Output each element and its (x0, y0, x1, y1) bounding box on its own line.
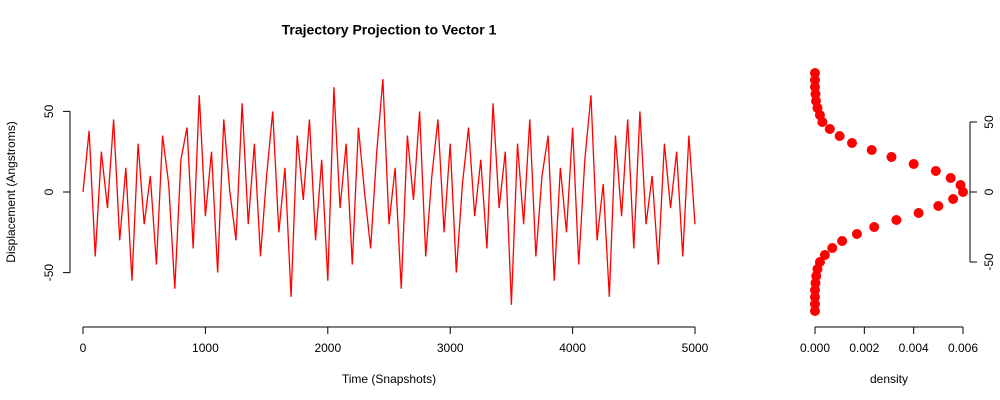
density-point (886, 152, 897, 162)
x-axis-label: density (870, 372, 908, 386)
density-point (851, 229, 862, 239)
density-point (810, 292, 820, 302)
y-axis-label: Displacement (Angstroms) (4, 121, 18, 262)
density-point (869, 222, 880, 232)
chart-title: Trajectory Projection to Vector 1 (282, 22, 497, 38)
density-point (930, 166, 941, 176)
density-point (955, 180, 966, 190)
density-point (866, 145, 877, 155)
x-tick-label: 0.006 (948, 341, 978, 355)
y-tick-label: 50 (982, 115, 996, 129)
density-point (810, 75, 820, 85)
density-point (824, 124, 835, 134)
y-tick-label: 0 (982, 188, 996, 195)
y-tick-label: 50 (42, 104, 56, 118)
x-tick-label: 2000 (314, 341, 341, 355)
density-point (834, 131, 845, 141)
density-point (913, 208, 924, 218)
x-tick-label: 1000 (192, 341, 219, 355)
density-point (810, 306, 820, 316)
density-point (810, 82, 820, 92)
y-tick-label: -50 (42, 264, 56, 282)
x-axis-label: Time (Snapshots) (342, 372, 436, 386)
density-point (814, 257, 825, 267)
density-point (819, 250, 830, 260)
data-line (82, 79, 696, 305)
density-point (810, 299, 820, 309)
x-tick-label: 0 (80, 341, 87, 355)
density-point (933, 201, 944, 211)
density-point (837, 236, 848, 246)
x-tick-label: 5000 (682, 341, 709, 355)
density-point (948, 194, 959, 204)
x-tick-label: 0.002 (849, 341, 879, 355)
x-tick-label: 3000 (437, 341, 464, 355)
density-point (945, 173, 956, 183)
density-point (827, 243, 838, 253)
y-tick-label: -50 (982, 253, 996, 271)
x-tick-label: 4000 (559, 341, 586, 355)
x-tick-label: 0.000 (800, 341, 830, 355)
density-point (908, 159, 919, 169)
density-point (810, 68, 820, 78)
density-point (847, 138, 857, 148)
y-tick-label: 0 (42, 188, 56, 195)
x-tick-label: 0.004 (899, 341, 929, 355)
density-point (891, 215, 902, 225)
